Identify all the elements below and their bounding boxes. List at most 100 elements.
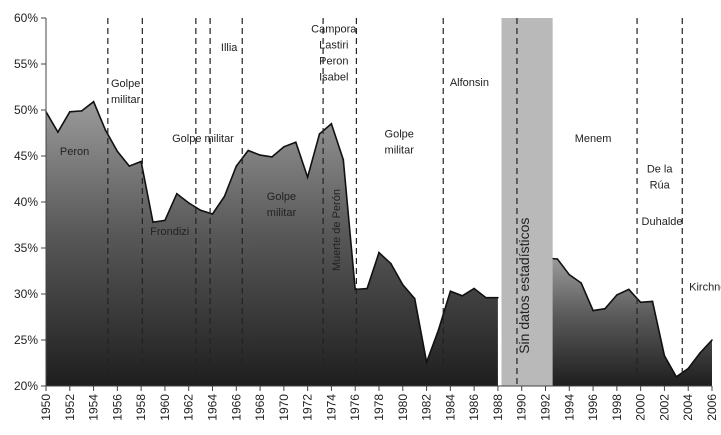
data-point-1967	[247, 149, 249, 152]
annotation-illia: Illia	[221, 42, 238, 54]
data-point-1984	[449, 290, 452, 293]
data-point-1996	[592, 309, 594, 312]
data-point-2005	[699, 352, 701, 354]
data-point-1953	[80, 110, 83, 112]
x-tick-label: 1960	[158, 394, 172, 421]
data-point-1998	[616, 294, 618, 296]
y-tick-label: 45%	[14, 149, 38, 163]
data-point-1977	[366, 287, 368, 290]
x-tick-label: 1984	[443, 394, 457, 421]
data-point-1993	[556, 258, 559, 260]
x-tick-label: 2006	[705, 394, 719, 421]
annotation-golpe4: Golpe militar	[385, 129, 415, 157]
x-tick-label: 1962	[182, 394, 196, 421]
data-point-1972	[306, 176, 309, 178]
data-point-2003	[675, 376, 678, 378]
x-tick-label: 2000	[634, 394, 648, 421]
x-tick-label: 1978	[372, 394, 386, 421]
x-tick-label: 1994	[562, 394, 576, 421]
data-point-1968	[259, 154, 261, 156]
data-point-1970	[283, 146, 285, 148]
x-tick-label: 2004	[681, 394, 695, 421]
y-tick-label: 55%	[14, 57, 38, 71]
data-point-1969	[271, 156, 273, 158]
y-tick-label: 40%	[14, 195, 38, 209]
data-point-1995	[580, 282, 582, 284]
x-tick-label: 1976	[348, 394, 362, 421]
data-point-1979	[390, 262, 392, 265]
data-point-1962	[187, 202, 190, 204]
x-tick-label: 1966	[229, 394, 243, 421]
x-tick-label: 1982	[420, 394, 434, 421]
x-tick-label: 1952	[63, 394, 77, 421]
data-point-1956	[116, 150, 119, 153]
annotation-golpe1: Golpe militar	[111, 78, 141, 106]
data-point-1960	[164, 219, 166, 222]
y-tick-label: 20%	[14, 379, 38, 393]
x-tick-label: 1972	[301, 394, 315, 421]
annotation-campora: Campora Lastiri Peron Isabel	[311, 24, 357, 84]
data-point-1952	[69, 111, 71, 113]
area-segment-1	[545, 258, 712, 386]
x-tick-label: 1968	[253, 394, 267, 421]
data-point-1961	[176, 192, 178, 195]
y-tick-label: 60%	[14, 11, 38, 25]
x-tick-label: 1974	[324, 394, 338, 421]
data-point-2001	[651, 300, 654, 303]
data-point-1985	[461, 295, 464, 297]
data-point-1975	[342, 158, 345, 161]
x-tick-label: 1990	[515, 394, 529, 421]
x-tick-label: 1992	[539, 394, 553, 421]
x-tick-label: 1998	[610, 394, 624, 421]
x-tick-label: 1964	[206, 394, 220, 421]
annotation-duhalde: Duhalde	[642, 216, 683, 228]
annotation-delarua: De la Rúa	[647, 164, 674, 192]
data-point-1983	[437, 329, 440, 331]
x-tick-label: 1996	[586, 394, 600, 421]
y-tick-label: 30%	[14, 287, 38, 301]
data-point-1971	[295, 141, 297, 143]
data-point-2004	[687, 367, 689, 370]
x-tick-label: 1956	[110, 394, 124, 421]
data-point-1976	[354, 288, 357, 291]
x-tick-label: 1986	[467, 394, 481, 421]
annotation-golpe2: Golpe militar	[172, 133, 234, 145]
annotation-golpe3: Golpe militar	[267, 191, 297, 219]
annotation-muerte: Muerte de Perón	[331, 189, 343, 271]
data-point-1954	[92, 100, 95, 103]
data-point-1999	[628, 288, 630, 291]
annotation-frondizi: Frondizi	[150, 226, 189, 238]
annotation-peron: Peron	[60, 146, 89, 158]
data-point-1987	[485, 296, 487, 299]
x-tick-label: 1958	[134, 394, 148, 421]
annotation-sindatos: Sin datos estadísticos	[516, 218, 532, 354]
data-point-1981	[413, 297, 416, 300]
no-data-band	[501, 18, 553, 386]
data-point-1959	[152, 221, 154, 223]
data-point-1958	[140, 160, 142, 163]
data-point-1955	[104, 129, 107, 131]
y-tick-label: 50%	[14, 103, 38, 117]
data-point-1965	[223, 195, 226, 198]
x-tick-label: 1970	[277, 394, 291, 421]
data-point-1964	[211, 213, 214, 215]
annotation-kirchner: Kirchner	[689, 281, 721, 293]
data-point-1966	[235, 165, 238, 167]
annotation-alfonsin: Alfonsin	[450, 77, 489, 89]
data-point-1980	[402, 284, 404, 286]
data-point-2002	[663, 354, 666, 357]
data-point-1974	[330, 123, 333, 125]
data-point-1982	[425, 361, 428, 363]
y-tick-label: 25%	[14, 333, 38, 347]
x-tick-label: 2002	[657, 394, 671, 421]
data-point-1994	[568, 273, 571, 276]
data-point-1951	[57, 131, 59, 133]
annotation-menem: Menem	[575, 133, 612, 145]
data-point-2000	[639, 301, 642, 304]
data-point-1963	[199, 209, 202, 212]
data-point-1978	[378, 251, 380, 254]
y-tick-label: 35%	[14, 241, 38, 255]
x-tick-label: 1988	[491, 394, 505, 421]
data-point-2006	[711, 339, 713, 341]
